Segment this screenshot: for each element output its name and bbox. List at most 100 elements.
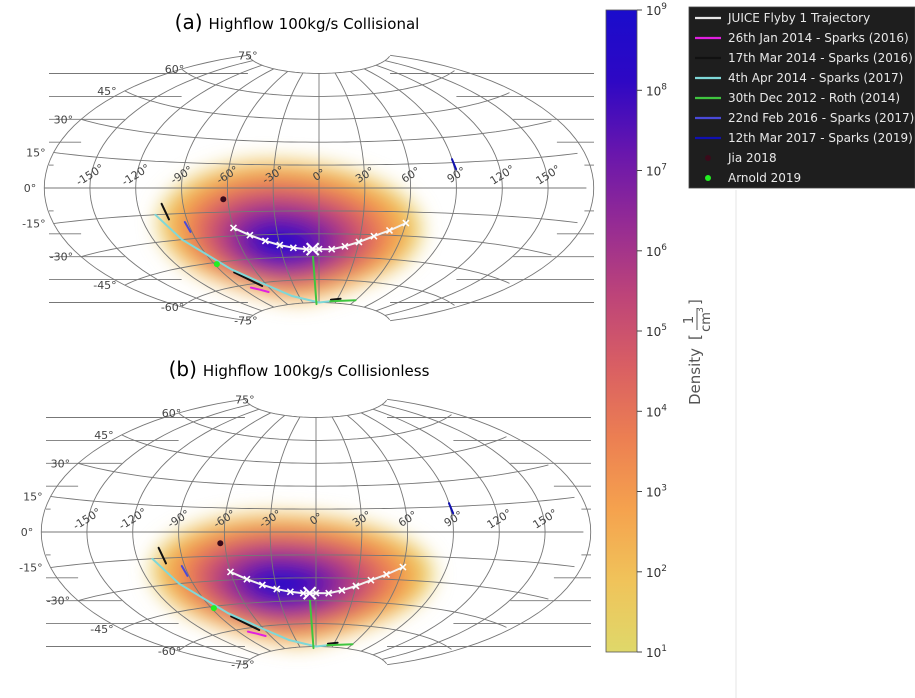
colorbar-tick-label: 107	[646, 163, 667, 179]
lon-tick-label: 0°	[310, 166, 327, 184]
parallel	[178, 412, 452, 441]
auroral-arc	[312, 255, 318, 306]
legend-label: 30th Dec 2012 - Roth (2014)	[728, 91, 900, 105]
trajectory-marker	[299, 589, 307, 597]
lat-tick-label: 30°	[51, 457, 71, 470]
lat-tick-label: -45°	[90, 623, 113, 636]
auroral-arc	[160, 202, 170, 221]
colorbar-unit-numerator: 1	[682, 316, 697, 324]
panel-a-points	[213, 196, 227, 268]
parallel	[124, 90, 510, 120]
auroral-arc	[329, 299, 357, 303]
lon-tick-label: 90°	[445, 164, 468, 185]
legend-box	[688, 6, 915, 189]
legend-entry: 17th Mar 2014 - Sparks (2016)	[695, 51, 913, 65]
trajectory-marker	[246, 231, 254, 239]
parallel	[124, 256, 510, 286]
panel-a-title-text: Highflow 100kg/s Collisional	[209, 15, 420, 33]
trajectory-marker	[352, 582, 360, 590]
legend: JUICE Flyby 1 Trajectory 26th Jan 2014 - …	[688, 6, 915, 189]
colorbar-tick-label: 105	[646, 323, 667, 339]
observation-point	[217, 540, 224, 547]
panel-a-trajectory	[229, 219, 410, 256]
parallel	[121, 434, 507, 464]
auroral-arc	[154, 213, 332, 304]
lat-tick-label: -15°	[19, 562, 42, 575]
trajectory-marker	[273, 585, 281, 593]
lon-tick-label: 60°	[396, 508, 419, 529]
trajectory-marker	[385, 226, 394, 235]
panel-a-graticule	[43, 54, 595, 322]
auroral-arc	[183, 221, 192, 233]
observation-point	[220, 196, 227, 203]
lat-tick-label: -75°	[234, 315, 257, 328]
legend-entry: 22nd Feb 2016 - Sparks (2017)	[695, 111, 914, 125]
legend-label: 4th Apr 2014 - Sparks (2017)	[728, 71, 903, 85]
auroral-arc	[326, 643, 354, 647]
trajectory-marker	[325, 589, 333, 597]
lat-tick-label: 75°	[235, 393, 255, 406]
parallel	[181, 279, 455, 308]
lat-tick-label: 30°	[54, 113, 74, 126]
lat-tick-label: -75°	[231, 659, 254, 672]
parallel	[53, 151, 578, 166]
auroral-arc	[180, 565, 189, 577]
lat-tick-label: -60°	[158, 645, 181, 658]
lat-tick-label: 0°	[21, 526, 34, 539]
legend-label: 22nd Feb 2016 - Sparks (2017)	[728, 111, 914, 125]
lat-tick-label: 15°	[23, 490, 43, 503]
panel-b-auroral-arcs	[151, 502, 455, 650]
lat-tick-label: 75°	[238, 49, 258, 62]
parallel	[247, 55, 390, 74]
parallel	[77, 462, 549, 487]
lat-tick-label: -45°	[93, 279, 116, 292]
panel-a-title: (a) Highflow 100kg/s Collisional	[175, 10, 420, 34]
trajectory-marker	[367, 576, 375, 584]
legend-label: 17th Mar 2014 - Sparks (2016)	[728, 51, 913, 65]
trajectory-marker	[312, 589, 320, 597]
trajectory-marker	[370, 232, 378, 240]
parallel	[50, 495, 575, 510]
trajectory-marker	[261, 237, 269, 245]
parallel	[121, 600, 507, 630]
colorbar-unit-denominator: cm	[699, 312, 714, 332]
observation-point	[210, 605, 217, 612]
lat-tick-label: 0°	[24, 182, 37, 195]
panel-b-graticule	[40, 398, 592, 666]
auroral-arc	[309, 599, 315, 650]
panel-a: (a) Highflow 100kg/s Collisional -150° -12…	[22, 10, 595, 328]
lat-tick-label: 15°	[26, 146, 46, 159]
auroral-arc	[451, 158, 458, 171]
auroral-arc	[233, 271, 264, 287]
trajectory-marker	[402, 219, 410, 227]
auroral-arc	[448, 502, 455, 515]
auroral-arc	[249, 286, 270, 293]
legend-label: Jia 2018	[727, 151, 777, 165]
parallel	[53, 210, 578, 225]
trajectory-marker	[258, 581, 266, 589]
auroral-arc	[326, 641, 339, 645]
trajectory-marker	[315, 245, 323, 253]
lat-tick-label: -30°	[50, 251, 73, 264]
auroral-arc	[329, 297, 342, 301]
lat-tick-label: 45°	[97, 85, 117, 98]
legend-swatch-point	[705, 155, 711, 161]
legend-entry: 26th Jan 2014 - Sparks (2016)	[695, 31, 909, 45]
auroral-arc	[246, 630, 267, 637]
lon-tick-label: 60°	[399, 164, 422, 185]
parallel	[80, 118, 552, 143]
colorbar: 109 108 107 106 105 104 103 102 101 Density [ 1 …	[605, 2, 714, 660]
legend-entry: Arnold 2019	[705, 171, 801, 185]
panel-a-label: (a)	[175, 10, 203, 34]
lat-tick-label: -60°	[161, 301, 184, 314]
colorbar-label-text: Density	[686, 348, 704, 405]
trajectory-marker	[286, 588, 294, 596]
legend-label: Arnold 2019	[728, 171, 801, 185]
colorbar-tick-label: 103	[646, 484, 667, 500]
closest-approach-marker	[302, 586, 317, 600]
legend-entry: JUICE Flyby 1 Trajectory	[695, 11, 870, 25]
trajectory-marker	[328, 245, 336, 253]
legend-swatch-point	[705, 175, 711, 181]
auroral-arc	[230, 615, 261, 631]
